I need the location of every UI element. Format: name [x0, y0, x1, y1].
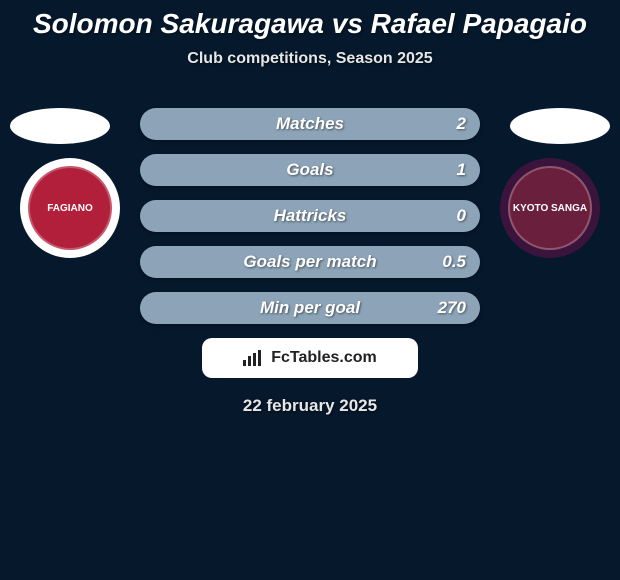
stat-bar: Goals per match 0.5: [140, 246, 480, 278]
title: Solomon Sakuragawa vs Rafael Papagaio: [0, 0, 620, 40]
stat-value: 2: [457, 114, 466, 134]
player-right-badge-inner: KYOTO SANGA: [508, 166, 592, 250]
stat-value: 0.5: [442, 252, 466, 272]
player-right-badge: KYOTO SANGA: [500, 158, 600, 258]
stat-bar: Goals 1: [140, 154, 480, 186]
footer-chip: FcTables.com: [202, 338, 418, 378]
stat-value: 270: [438, 298, 466, 318]
subtitle: Club competitions, Season 2025: [0, 50, 620, 68]
player-right-badge-text: KYOTO SANGA: [513, 203, 587, 214]
stat-bars: Matches 2 Goals 1 Hattricks 0 Goals per match 0…: [140, 108, 480, 324]
stat-value: 0: [457, 206, 466, 226]
player-left-badge-text: FAGIANO: [47, 203, 93, 214]
player-left-badge: FAGIANO: [20, 158, 120, 258]
stat-bar: Min per goal 270: [140, 292, 480, 324]
stat-label: Hattricks: [274, 206, 347, 226]
player-left-badge-inner: FAGIANO: [28, 166, 112, 250]
bar-chart-icon: [243, 350, 263, 366]
stat-bar: Matches 2: [140, 108, 480, 140]
comparison-card: Solomon Sakuragawa vs Rafael Papagaio Cl…: [0, 0, 620, 580]
stat-label: Min per goal: [260, 298, 360, 318]
stat-bar: Hattricks 0: [140, 200, 480, 232]
stat-label: Goals per match: [243, 252, 376, 272]
player-right-ellipse: [510, 108, 610, 144]
footer-chip-text: FcTables.com: [271, 349, 377, 367]
stat-label: Goals: [286, 160, 333, 180]
stats-area: FAGIANO KYOTO SANGA Matches 2 Goals 1 Hattri…: [0, 108, 620, 324]
stat-value: 1: [457, 160, 466, 180]
stat-label: Matches: [276, 114, 344, 134]
player-left-ellipse: [10, 108, 110, 144]
footer-date: 22 february 2025: [0, 396, 620, 416]
